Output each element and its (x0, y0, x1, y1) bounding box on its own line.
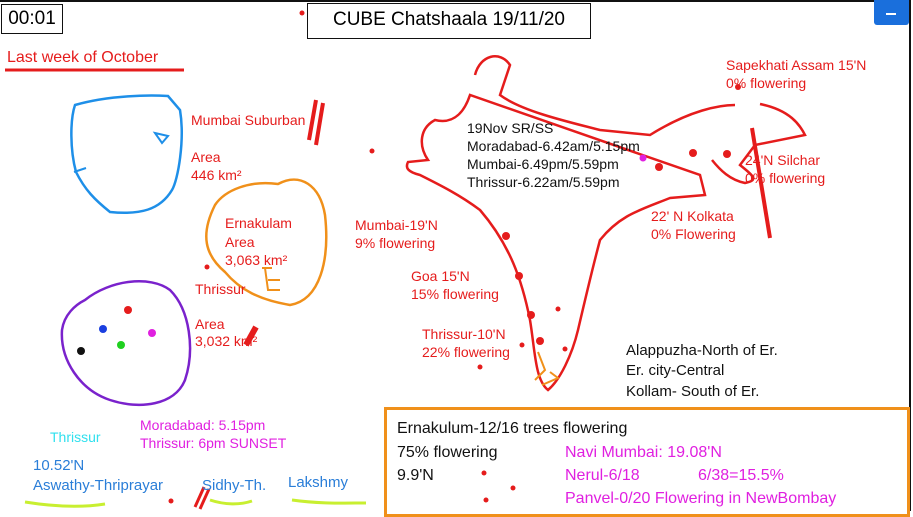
blue-dot (99, 325, 107, 333)
ernakulam-area-label: Area (225, 234, 255, 250)
mumbai-suburban-area: 446 km² (191, 167, 242, 183)
name-aswathy: Aswathy-Thriprayar (33, 477, 164, 494)
sunset-line: Moradabad: 5.15pm (140, 417, 266, 433)
page-title: CUBE Chatshaala 19/11/20 (307, 3, 591, 39)
sunrise-sunset-line: Mumbai-6.49pm/5.59pm (467, 156, 619, 172)
panvel-line: Panvel-0/20 Flowering in NewBombay (565, 490, 837, 507)
thrissur-area-label: Area (195, 316, 225, 332)
name-sidhy: Sidhy-Th. (202, 477, 267, 494)
sunrise-sunset-title: 19Nov SR/SS (467, 120, 554, 136)
heading: Last week of October (7, 49, 159, 66)
magenta-dot (639, 154, 647, 162)
thrissur-outline (60, 280, 192, 407)
region-line: Alappuzha-North of Er. (626, 342, 778, 359)
minus-icon (886, 13, 896, 15)
ratio-line: 6/38=15.5% (698, 467, 784, 484)
region-line: Kollam- South of Er. (626, 383, 760, 400)
red-stroke (750, 127, 772, 239)
double-slash (193, 486, 211, 510)
green-dot (117, 341, 125, 349)
blue-mark (152, 131, 170, 145)
nerul-line: Nerul-6/18 (565, 467, 640, 484)
summary-line: 9.9'N (397, 467, 434, 484)
sapekhati-flowering: 0% flowering (726, 75, 807, 91)
mumbai-label: Mumbai-19'N (355, 217, 438, 233)
goa-flowering: 15% flowering (411, 286, 499, 302)
ernakulam-outline (205, 178, 328, 307)
sunset-line: Thrissur: 6pm SUNSET (140, 435, 287, 451)
mumbai-flowering: 9% flowering (355, 235, 436, 251)
ernakulam-label: Ernakulam (225, 215, 292, 231)
ernakulam-area: 3,063 km² (225, 252, 288, 268)
goa-label: Goa 15'N (411, 268, 470, 284)
timer: 00:01 (1, 4, 63, 34)
summary-line: Ernakulum-12/16 trees flowering (397, 420, 628, 437)
red-slash (243, 325, 259, 347)
navi-mumbai-line: Navi Mumbai: 19.08'N (565, 444, 722, 461)
thrissur-flowering: 22% flowering (422, 344, 510, 360)
orange-mark (262, 267, 280, 291)
thrissur-area: 3,032 km² (195, 333, 258, 349)
name-lakshmy: Lakshmy (288, 474, 349, 491)
region-line: Er. city-Central (626, 362, 725, 379)
highlight-underline (209, 498, 253, 506)
kolkata-label: 22' N Kolkata (651, 208, 734, 224)
sunrise-sunset-line: Moradabad-6.42am/5.15pm (467, 138, 640, 154)
minimize-button[interactable] (874, 0, 909, 25)
summary-line: 75% flowering (397, 444, 498, 461)
blue-mark (73, 167, 87, 173)
silchar-flowering: 0% flowering (745, 170, 826, 186)
thrissur-cyan-label: Thrissur (50, 429, 101, 445)
silchar-label: 24'N Silchar (745, 152, 821, 168)
sunrise-sunset-line: Thrissur-6.22am/5.59pm (467, 174, 620, 190)
mumbai-suburban-outline (70, 94, 183, 214)
magenta-dot (148, 329, 156, 337)
mumbai-suburban-area-label: Area (191, 149, 221, 165)
location-dots (168, 10, 741, 504)
red-dot (124, 306, 132, 314)
highlight-underline (291, 498, 367, 505)
orange-mark (534, 351, 560, 386)
black-dot (77, 347, 85, 355)
sapekhati-label: Sapekhati Assam 15'N (726, 57, 867, 73)
thrissur-location-label: Thrissur-10'N (422, 326, 506, 342)
kolkata-flowering: 0% Flowering (651, 226, 736, 242)
india-map-outline (405, 55, 807, 392)
thrissur-latitude: 10.52'N (33, 457, 85, 474)
highlight-underline (24, 500, 106, 508)
thrissur-label: Thrissur (195, 281, 246, 297)
mumbai-suburban-label: Mumbai Suburban (191, 112, 306, 128)
double-slash (307, 99, 325, 146)
